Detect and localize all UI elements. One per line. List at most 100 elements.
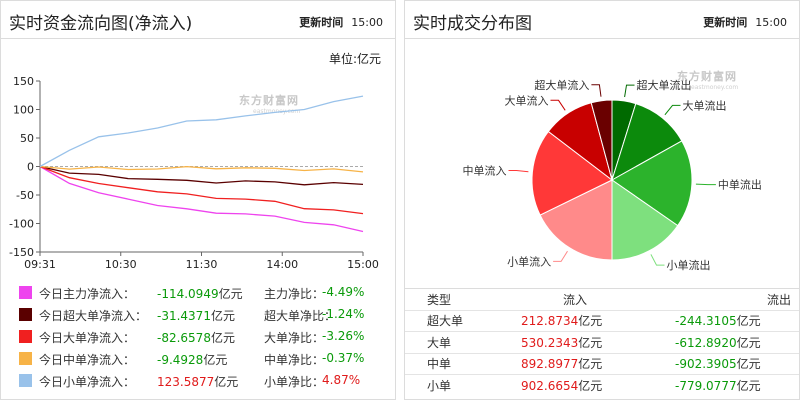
inflow-unit: 亿元 <box>578 335 603 350</box>
legend-row: 今日主力净流入： -114.0949亿元 主力净比： -4.49% <box>1 282 397 304</box>
row-outflow: -902.3905亿元 <box>645 352 799 375</box>
pie-label: 大单流出 <box>683 98 727 112</box>
legend-row: 今日大单净流入： -82.6578亿元 大单净比： -3.26% <box>1 326 397 348</box>
inflow-unit: 亿元 <box>578 314 603 329</box>
legend-swatch <box>19 286 32 299</box>
y-tick-label: -150 <box>9 246 34 259</box>
legend-ratio-label: 大单净比： <box>264 331 325 345</box>
outflow-value: -244.3105 <box>675 314 737 329</box>
pie-leader-line <box>664 104 681 116</box>
series-line <box>39 165 364 173</box>
pie-slice <box>531 130 613 216</box>
trade-distribution-panel: 实时成交分布图 更新时间 15:00 东方财富网 eastmoney.com 超大单… <box>404 0 800 400</box>
header-type: 类型 <box>405 288 515 310</box>
trade-distribution-table: 类型 流入 流出 超大单 212.8734亿元 -244.3105亿元 大单 5… <box>405 288 799 396</box>
legend-name: 今日小单净流入： <box>39 375 136 389</box>
row-type: 超大单 <box>405 309 515 332</box>
legend-number: 123.5877 <box>157 375 215 389</box>
legend-row: 今日小单净流入： 123.5877亿元 小单净比： 4.87% <box>1 370 397 392</box>
trade-distribution-header: 实时成交分布图 更新时间 15:00 <box>405 1 799 39</box>
pie-label: 小单流出 <box>667 258 711 272</box>
legend-ratio: -1.24% <box>322 307 365 321</box>
legend-number: -114.0949 <box>157 287 219 301</box>
row-inflow: 212.8734亿元 <box>515 309 645 332</box>
legend-unit: 亿元 <box>203 353 228 367</box>
watermark-logo: 东方财富网 eastmoney.com <box>677 68 738 91</box>
legend-unit: 亿元 <box>210 309 235 323</box>
legend-value: -31.4371亿元 <box>157 307 235 324</box>
pie-slice <box>611 140 693 227</box>
legend-row: 今日中单净流入： -9.4928亿元 中单净比： -0.37% <box>1 348 397 370</box>
row-inflow: 892.8977亿元 <box>515 352 645 375</box>
legend-ratio-label: 小单净比： <box>264 375 325 389</box>
table-row: 中单 892.8977亿元 -902.3905亿元 <box>405 352 799 375</box>
unit-label: 单位:亿元 <box>328 52 381 66</box>
pie-slice <box>611 179 679 261</box>
legend-swatch <box>19 308 32 321</box>
watermark-subtext: eastmoney.com <box>691 84 739 91</box>
inflow-value: 212.8734 <box>521 314 579 329</box>
table-row: 小单 902.6654亿元 -779.0777亿元 <box>405 374 799 396</box>
legend-swatch <box>19 352 32 365</box>
x-tick-label: 09:31 <box>24 258 56 271</box>
legend-unit: 亿元 <box>210 331 235 345</box>
watermark-logo: 东方财富网 eastmoney.com <box>239 92 300 115</box>
y-tick-label: 50 <box>20 132 34 145</box>
table-row: 超大单 212.8734亿元 -244.3105亿元 <box>405 309 799 332</box>
row-inflow: 902.6654亿元 <box>515 374 645 396</box>
pie-leader-line <box>695 183 716 186</box>
legend-ratio: -0.37% <box>322 351 365 365</box>
legend-value: -82.6578亿元 <box>157 329 235 346</box>
legend-number: -9.4928 <box>157 353 204 367</box>
legend-swatch <box>19 374 32 387</box>
inflow-value: 892.8977 <box>521 357 579 372</box>
pie-slice <box>539 179 613 261</box>
pie-leader-line <box>553 250 568 262</box>
series-line <box>39 165 364 186</box>
series-line <box>39 165 364 215</box>
x-tick-label: 14:00 <box>266 258 298 271</box>
pie-leader-line <box>650 254 665 266</box>
outflow-value: -612.8920 <box>675 335 737 350</box>
outflow-unit: 亿元 <box>736 379 761 393</box>
legend-swatch <box>19 330 32 343</box>
row-type: 中单 <box>405 352 515 375</box>
table-row: 大单 530.2343亿元 -612.8920亿元 <box>405 331 799 353</box>
fund-flow-update: 更新时间 15:00 <box>299 14 383 30</box>
pie-label: 大单流入 <box>505 93 549 107</box>
legend-value: 123.5877亿元 <box>157 373 238 390</box>
table-header-row: 类型 流入 流出 <box>405 288 799 310</box>
pie-label: 中单流出 <box>718 178 762 192</box>
pie-label: 小单流入 <box>507 254 551 268</box>
header-inflow: 流入 <box>515 288 645 310</box>
y-tick-label: -100 <box>9 218 34 231</box>
pie-label: 超大单流出 <box>637 78 692 92</box>
legend-name: 今日超大单净流入： <box>39 309 148 323</box>
trade-distribution-update: 更新时间 15:00 <box>703 14 787 30</box>
legend-ratio-label: 超大单净比： <box>264 309 337 323</box>
legend-name: 今日主力净流入： <box>39 287 136 301</box>
legend-unit: 亿元 <box>214 375 239 389</box>
pie-slice <box>590 99 613 181</box>
row-outflow: -244.3105亿元 <box>645 309 799 332</box>
legend-ratio: 4.87% <box>322 373 361 387</box>
pie-label: 中单流入 <box>463 164 507 178</box>
outflow-value: -779.0777 <box>675 379 737 393</box>
legend-ratio-label: 主力净比： <box>264 287 325 301</box>
x-tick-label: 15:00 <box>347 258 379 271</box>
legend-value: -9.4928亿元 <box>157 351 227 368</box>
update-label: 更新时间 <box>703 16 748 29</box>
update-time: 15:00 <box>351 16 383 29</box>
trade-distribution-title: 实时成交分布图 <box>413 14 532 34</box>
row-type: 大单 <box>405 331 515 353</box>
update-time: 15:00 <box>755 16 787 29</box>
legend-number: -31.4371 <box>157 309 211 323</box>
header-outflow: 流出 <box>645 288 799 310</box>
pie-slice <box>611 102 683 182</box>
inflow-value: 902.6654 <box>521 379 579 393</box>
outflow-unit: 亿元 <box>736 357 761 372</box>
pie-leader-line <box>624 84 635 98</box>
legend-unit: 亿元 <box>218 287 243 301</box>
